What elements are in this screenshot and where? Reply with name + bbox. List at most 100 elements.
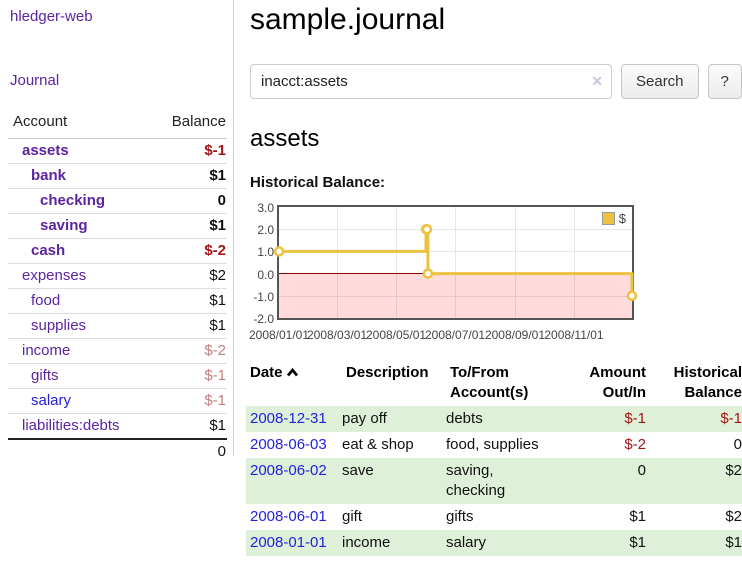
chart-plot[interactable]: $ [273,205,638,320]
v-gridline [337,207,339,318]
search-input[interactable] [250,64,612,99]
account-balance: $1 [209,217,226,234]
account-row: income $-2 [8,338,227,364]
transaction-date-link[interactable]: 2008-06-01 [250,508,327,525]
balance-series-line [273,223,638,302]
transaction-balance: $2 [725,508,742,525]
account-link[interactable]: supplies [31,317,87,334]
transaction-balance: $2 [725,462,742,479]
account-link[interactable]: checking [40,192,106,209]
account-balance: $1 [209,317,226,334]
negative-region [279,273,632,318]
transaction-balance: $1 [725,534,742,551]
chart-x-axis: 2008/01/01 2008/03/01 2008/05/01 2008/07/01… [249,328,636,344]
main-content: sample.journal ✕ Search ? assets Histori… [246,0,742,556]
account-link[interactable]: saving [40,217,88,234]
search-form: ✕ Search ? [250,64,742,99]
clear-search-icon[interactable]: ✕ [591,73,603,89]
x-tick-label: 2008/01/01 [248,328,310,342]
transaction-date-link[interactable]: 2008-12-31 [250,410,327,427]
account-link[interactable]: assets [22,142,69,159]
transaction-date-link[interactable]: 2008-06-02 [250,462,327,479]
account-link[interactable]: cash [31,242,66,259]
help-button[interactable]: ? [707,64,742,99]
account-link[interactable]: gifts [31,367,59,384]
transaction-accounts: saving, checking [446,462,506,499]
search-box: ✕ [250,64,612,99]
legend-swatch [601,212,615,225]
nav-journal-link[interactable]: Journal [10,72,60,89]
transaction-date-link[interactable]: 2008-01-01 [250,534,327,551]
account-link[interactable]: expenses [22,267,87,284]
register-header-accounts: To/From Account(s) [450,364,529,401]
account-row: saving $1 [8,213,227,239]
transaction-amount: $1 [629,508,646,525]
data-point-marker [273,246,285,257]
search-button[interactable]: Search [621,64,699,99]
page-title: sample.journal [250,3,446,36]
chart-y-axis: 3.0 2.0 1.0 0.0 -1.0 -2.0 [236,201,274,326]
app-title-link[interactable]: hledger-web [10,8,93,25]
account-balance: 0 [217,192,226,209]
y-tick-label: 2.0 [257,223,274,238]
account-row: supplies $1 [8,313,227,339]
y-tick-label: 3.0 [257,201,274,215]
account-row: salary $-1 [8,388,227,414]
account-balance: $-2 [204,242,226,259]
transaction-date: 2008-06-02 [246,458,342,504]
accounts-header-balance: Balance [171,113,226,130]
account-link[interactable]: bank [31,167,67,184]
register-header-date-label: Date [250,364,283,381]
account-balance: $1 [209,167,226,184]
v-gridline [573,207,575,318]
transaction-accounts: food, supplies [446,436,539,453]
chart-legend: $ [600,211,627,226]
y-tick-label: -1.0 [253,289,274,304]
transaction-amount: $1 [629,534,646,551]
transaction-balance: 0 [733,436,742,453]
accounts-table: Account Balance assets $-1 bank $1 checking 0… [8,108,227,464]
transaction-date: 2008-06-01 [246,504,342,530]
register-header-balance: Historical Balance [673,364,742,401]
account-row: gifts $-1 [8,363,227,389]
y-tick-label: 1.0 [257,245,274,260]
balance-chart: 3.0 2.0 1.0 0.0 -1.0 -2.0 $ 2008/01/01 2008/03… [249,201,742,347]
account-balance: $-1 [204,142,226,159]
register-table: Date Description To/From Account(s) Amou… [246,363,742,556]
transaction-amount: 0 [637,462,646,479]
x-tick-label: 2008/07/01 [424,328,486,342]
account-link[interactable]: salary [31,392,72,409]
data-point-marker [626,290,638,302]
transaction-date-link[interactable]: 2008-06-03 [250,436,327,453]
data-point-marker [421,223,433,235]
account-balance: $2 [209,267,226,284]
register-row: 2008-06-03 eat & shop food, supplies $-2 0 [246,432,742,458]
account-balance: $1 [209,292,226,309]
accounts-total-value: 0 [217,443,226,460]
sidebar: hledger-web Journal Account Balance asse… [0,0,234,460]
register-header-amount: Amount Out/In [589,364,646,401]
register-header-date[interactable]: Date [246,363,342,406]
account-balance: $-1 [204,367,226,384]
transaction-description: gift [342,508,363,525]
account-balance: $-1 [204,392,226,409]
v-gridline [455,207,457,318]
transaction-amount: $-1 [624,410,646,427]
account-link[interactable]: liabilities:debts [22,417,120,434]
transaction-description: income [342,534,391,551]
transaction-amount: $-2 [624,436,646,453]
account-link[interactable]: food [31,292,61,309]
account-row: assets $-1 [8,139,227,164]
x-tick-label: 2008/03/01 [306,328,368,342]
accounts-total-row: 0 [8,439,227,464]
transaction-date: 2008-01-01 [246,530,342,556]
transaction-accounts: gifts [446,508,474,525]
transaction-date: 2008-06-03 [246,432,342,458]
accounts-table-body: assets $-1 bank $1 checking 0 saving $1 cash $-2 e… [8,139,227,440]
transaction-balance: $-1 [720,410,742,427]
account-link[interactable]: income [22,342,71,359]
accounts-header-account: Account [13,113,68,130]
register-body: 2008-12-31 pay off debts $-1 $-1 2008-06-03 ea… [246,406,742,556]
account-balance: $1 [209,417,226,434]
transaction-description: eat & shop [342,436,414,453]
